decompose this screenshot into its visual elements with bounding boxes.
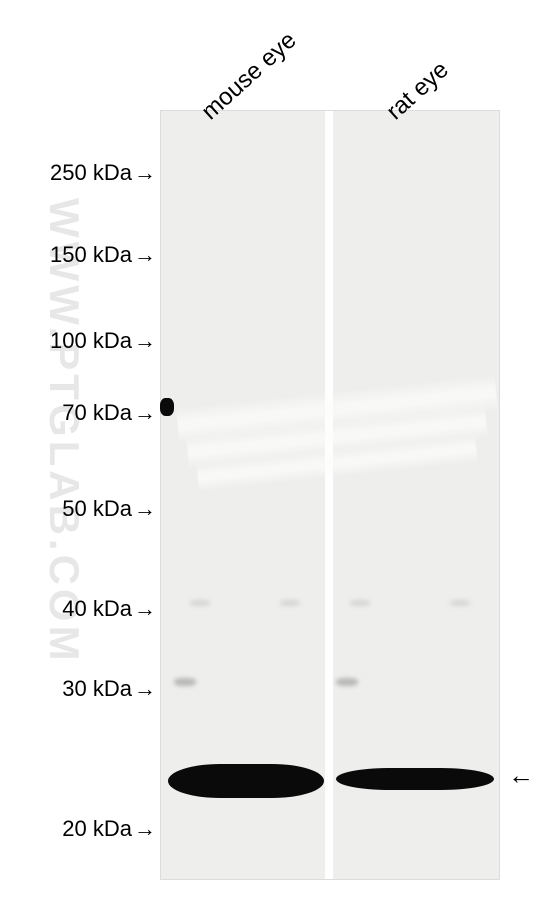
marker-text: 100 kDa (50, 328, 132, 353)
marker-text: 20 kDa (62, 816, 132, 841)
marker-arrow-icon: → (134, 496, 156, 521)
marker-text: 30 kDa (62, 676, 132, 701)
marker-text: 70 kDa (62, 400, 132, 425)
marker-arrow-icon: → (134, 400, 156, 425)
marker-arrow-icon: → (134, 816, 156, 841)
marker-arrow-icon: → (134, 160, 156, 185)
marker-150kda: 150 kDa→ (50, 242, 156, 268)
faint-band (190, 600, 210, 606)
band-lane1-target (168, 764, 324, 798)
marker-text: 40 kDa (62, 596, 132, 621)
western-blot-figure: WWW.PTGLAB.COM mouse eye rat eye 250 kDa… (0, 0, 550, 903)
marker-arrow-icon: → (134, 328, 156, 353)
target-band-arrow-icon: ← (508, 760, 534, 791)
marker-arrow-icon: → (134, 596, 156, 621)
faint-band (174, 678, 196, 686)
marker-arrow-icon: → (134, 242, 156, 267)
marker-40kda: 40 kDa→ (62, 596, 156, 622)
marker-text: 250 kDa (50, 160, 132, 185)
marker-20kda: 20 kDa→ (62, 816, 156, 842)
marker-text: 150 kDa (50, 242, 132, 267)
marker-70kda: 70 kDa→ (62, 400, 156, 426)
marker-250kda: 250 kDa→ (50, 160, 156, 186)
band-lane2-target (336, 768, 494, 790)
faint-band (350, 600, 370, 606)
faint-band (336, 678, 358, 686)
edge-artifact (160, 398, 174, 416)
marker-arrow-icon: → (134, 676, 156, 701)
faint-band (450, 600, 470, 606)
faint-band (280, 600, 300, 606)
lane-gap (325, 111, 333, 879)
marker-30kda: 30 kDa→ (62, 676, 156, 702)
marker-text: 50 kDa (62, 496, 132, 521)
marker-50kda: 50 kDa→ (62, 496, 156, 522)
marker-100kda: 100 kDa→ (50, 328, 156, 354)
